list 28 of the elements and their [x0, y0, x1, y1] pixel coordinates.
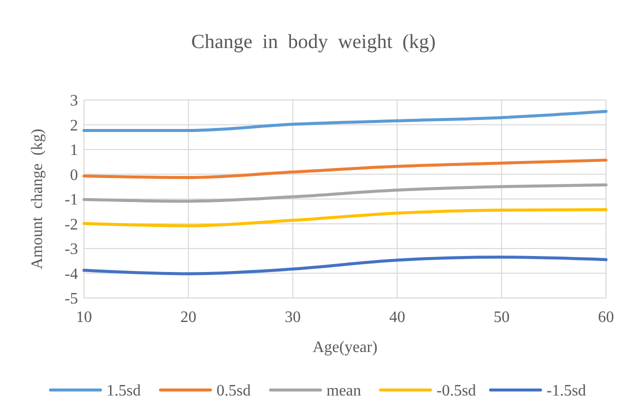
x-tick-label: 30 — [284, 309, 301, 326]
legend-label: 1.5sd — [106, 382, 141, 400]
legend-label: mean — [326, 382, 362, 400]
y-tick-label: -5 — [64, 290, 78, 308]
y-tick-label: 0 — [70, 166, 78, 184]
x-tick-label: 50 — [494, 309, 510, 326]
line-series — [82, 256, 608, 276]
y-tick-label: -2 — [64, 216, 78, 234]
x-tick-label: 10 — [76, 309, 92, 326]
legend-label: -0.5sd — [436, 382, 476, 400]
x-axis-title: Age(year) — [312, 339, 378, 356]
y-tick-label: -1 — [64, 192, 78, 209]
x-tick-label: 20 — [180, 309, 196, 326]
legend-label: 0.5sd — [216, 382, 251, 400]
y-tick-label: 2 — [70, 117, 78, 134]
line-series — [82, 110, 608, 132]
y-tick-label: -3 — [64, 241, 78, 258]
y-tick-label: -4 — [64, 266, 78, 283]
x-tick-label: 40 — [389, 309, 406, 326]
legend-label: -1.5sd — [546, 382, 586, 400]
y-tick-label: 3 — [70, 92, 78, 110]
y-tick-label: 1 — [70, 142, 78, 160]
line-series — [82, 208, 608, 228]
y-axis-title: Amount change (kg) — [29, 128, 46, 270]
line-series — [82, 183, 608, 203]
chart-title: Change in body weight (kg) — [191, 31, 436, 53]
line-series — [82, 158, 608, 179]
x-tick-label: 60 — [598, 309, 614, 326]
